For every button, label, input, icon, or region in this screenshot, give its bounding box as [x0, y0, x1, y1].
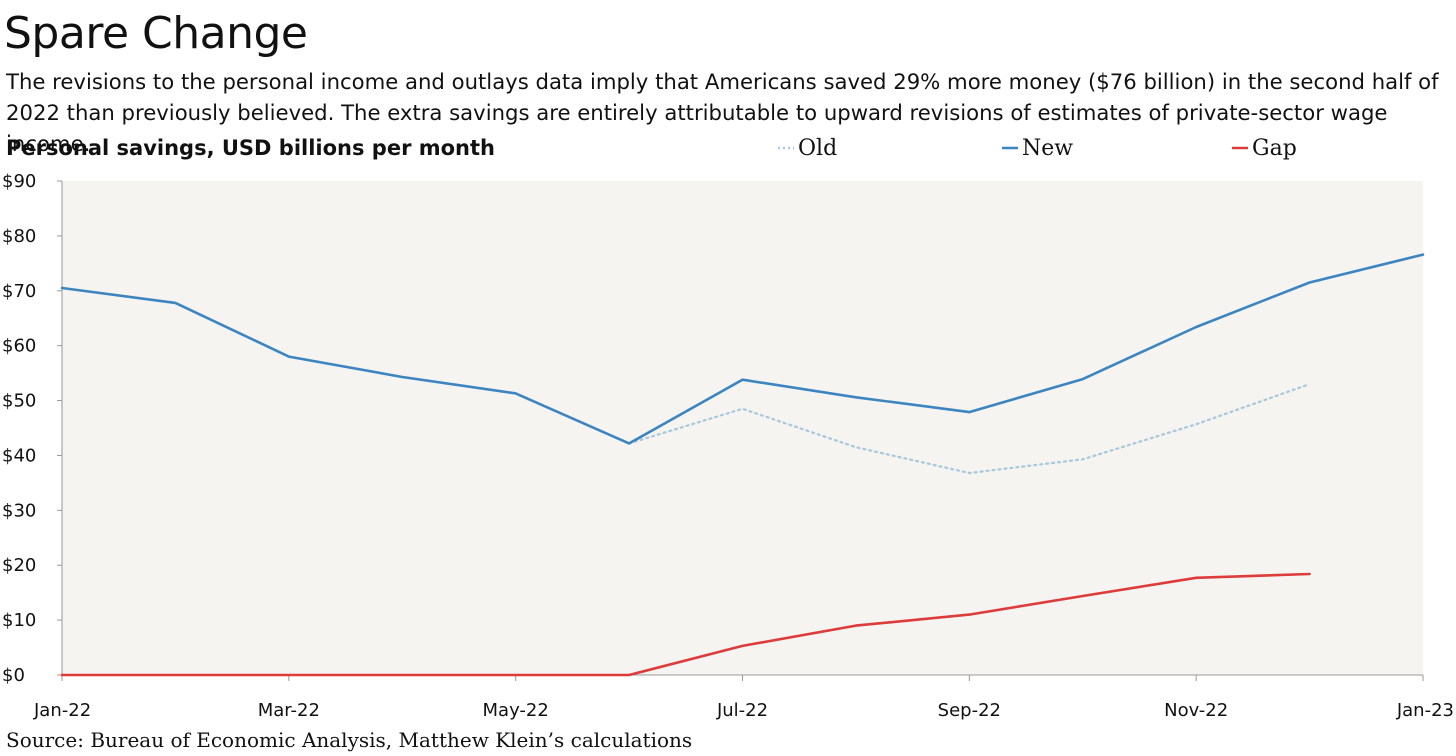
legend-item-gap: Gap	[1232, 134, 1297, 162]
y-tick-label: $90	[2, 171, 36, 192]
legend-item-new: New	[1002, 134, 1073, 162]
series-line-new	[60, 253, 1425, 445]
legend-swatch-old	[778, 146, 794, 150]
x-tick-label: Nov-22	[1164, 700, 1228, 721]
y-tick-label: $10	[2, 610, 36, 631]
legend-swatch-new	[1002, 146, 1018, 150]
legend-swatch-gap	[1232, 146, 1248, 150]
series-line-gap	[60, 572, 1311, 677]
series-line-old	[627, 383, 1311, 475]
y-tick-label: $50	[2, 391, 36, 412]
y-tick-label: $0	[2, 665, 25, 686]
legend-label-old: Old	[798, 135, 838, 161]
x-tick-label: Mar-22	[258, 700, 320, 721]
plot-background	[62, 181, 1423, 675]
x-tick-label: Jan-23	[1396, 700, 1454, 721]
source-note: Source: Bureau of Economic Analysis, Mat…	[6, 728, 693, 752]
x-tick-label: Sep-22	[938, 700, 1001, 721]
chart-title: Spare Change	[4, 8, 308, 59]
y-tick-label: $30	[2, 500, 36, 521]
y-tick-label: $40	[2, 445, 36, 466]
y-tick-label: $60	[2, 336, 36, 357]
y-tick-label: $80	[2, 226, 36, 247]
x-tick-label: Jul-22	[716, 700, 768, 721]
x-tick-label: May-22	[483, 700, 549, 721]
chart-subtitle: The revisions to the personal income and…	[6, 69, 1439, 156]
line-chart: $0 $10 $20 $30 $40 $50 $60 $70 $80 $90 Jan-22 Mar-2…	[2, 171, 1454, 721]
legend-label-new: New	[1022, 135, 1074, 161]
legend-item-old: Old	[778, 134, 837, 162]
y-tick-label: $70	[2, 281, 36, 302]
x-tick-label: Jan-22	[33, 700, 91, 721]
y-tick-label: $20	[2, 555, 36, 576]
legend-label-gap: Gap	[1252, 135, 1297, 161]
y-axis-label: Personal savings, USD billions per month	[6, 136, 495, 160]
